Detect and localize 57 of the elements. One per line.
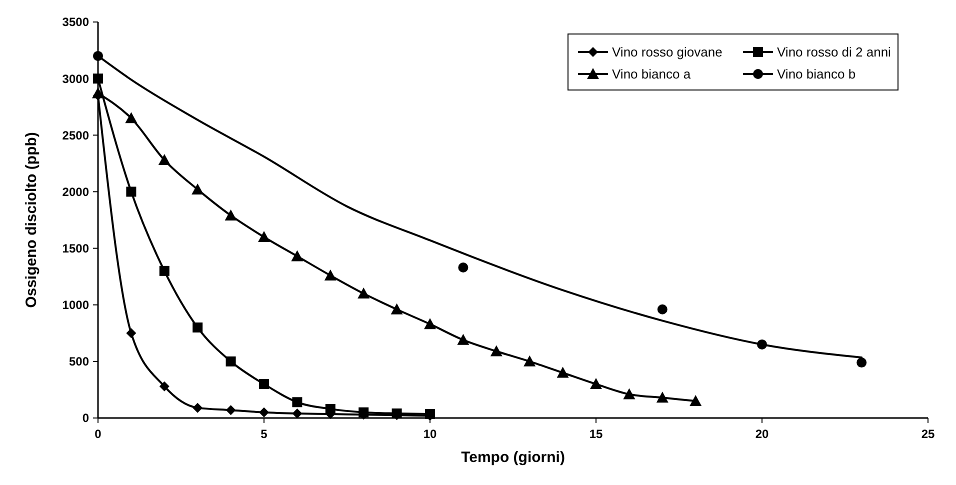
point <box>259 407 269 418</box>
x-tick-label: 20 <box>755 427 769 441</box>
point <box>259 379 269 390</box>
x-tick-label: 0 <box>94 427 102 441</box>
point <box>324 269 336 280</box>
point <box>856 358 867 368</box>
point <box>258 230 270 242</box>
point <box>623 388 636 400</box>
y-tick-label: 0 <box>82 411 90 426</box>
point <box>93 74 103 84</box>
point <box>458 262 468 273</box>
point <box>656 392 668 403</box>
x-tick-label: 5 <box>260 427 268 441</box>
point <box>292 408 302 418</box>
point <box>158 154 170 166</box>
x-axis-title: Tempo (giorni) <box>461 449 565 466</box>
point <box>325 404 336 414</box>
point <box>457 334 470 345</box>
y-tick-label: 1500 <box>62 241 90 256</box>
point <box>126 186 136 197</box>
point <box>556 366 569 378</box>
legend-label: Vino rosso di 2 anni <box>777 44 892 60</box>
y-tick-label: 3500 <box>62 15 90 30</box>
point <box>358 288 370 299</box>
y-tick-label: 1000 <box>62 298 90 312</box>
x-tick-label: 10 <box>423 427 437 441</box>
point <box>192 183 204 194</box>
y-tick-label: 2500 <box>62 128 90 142</box>
y-tick-label: 3000 <box>62 72 90 86</box>
point <box>390 303 403 314</box>
point <box>226 356 236 366</box>
point <box>292 397 302 408</box>
point <box>192 322 203 332</box>
point <box>524 355 536 366</box>
x-tick-label: 15 <box>589 427 603 441</box>
point <box>126 328 136 338</box>
point <box>690 395 702 406</box>
point <box>192 402 203 413</box>
point <box>590 378 602 390</box>
point <box>358 407 369 418</box>
point <box>226 405 236 416</box>
point <box>657 304 668 314</box>
x-tick-label: 25 <box>921 427 935 441</box>
legend-label: Vino bianco b <box>777 66 856 82</box>
point <box>92 87 104 98</box>
y-tick-label: 500 <box>68 354 90 369</box>
point <box>159 381 170 392</box>
legend-label: Vino bianco a <box>612 66 692 82</box>
point <box>490 345 502 356</box>
point <box>224 209 237 220</box>
point <box>125 112 138 124</box>
y-tick-label: 2000 <box>62 184 90 199</box>
y-axis-title: Ossigeno disciolto (ppb) <box>23 132 40 308</box>
point <box>424 318 436 330</box>
point <box>291 250 304 262</box>
point <box>159 266 170 276</box>
legend-label: Vino rosso giovane <box>612 44 722 60</box>
